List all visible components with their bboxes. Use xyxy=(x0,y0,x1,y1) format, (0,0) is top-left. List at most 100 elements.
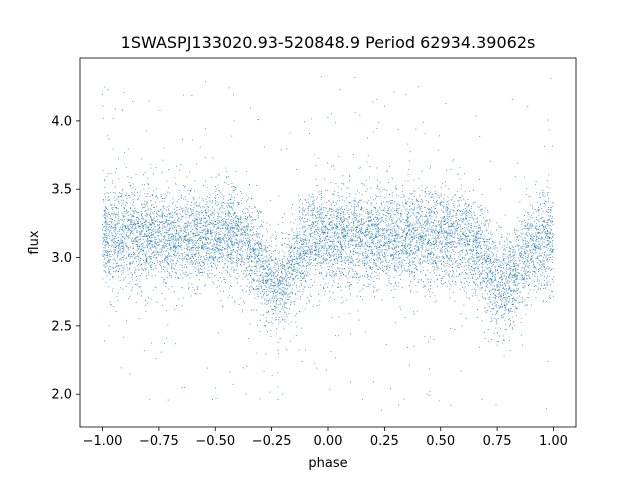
data-point xyxy=(203,206,205,208)
data-point xyxy=(107,262,109,264)
data-point xyxy=(450,276,452,278)
data-point xyxy=(405,219,407,221)
data-point xyxy=(352,230,354,232)
data-point xyxy=(492,271,494,273)
data-point xyxy=(129,230,131,231)
data-point xyxy=(162,159,164,161)
data-point xyxy=(168,253,170,255)
data-point xyxy=(413,222,415,224)
data-point xyxy=(214,247,216,249)
data-point xyxy=(394,231,396,233)
data-point xyxy=(208,229,209,231)
data-point xyxy=(305,349,306,351)
data-point xyxy=(447,257,449,259)
data-point xyxy=(144,233,146,235)
data-point xyxy=(360,231,362,233)
data-point xyxy=(500,275,502,277)
data-point xyxy=(398,195,400,197)
data-point xyxy=(458,275,460,277)
data-point xyxy=(435,262,437,264)
data-point xyxy=(191,256,193,258)
data-point xyxy=(318,251,320,253)
data-point xyxy=(446,265,448,267)
data-point xyxy=(333,275,335,277)
data-point xyxy=(426,229,428,231)
data-point xyxy=(233,271,234,273)
data-point xyxy=(333,235,335,237)
data-point xyxy=(272,258,274,260)
data-point xyxy=(483,257,485,259)
data-point xyxy=(309,206,311,208)
data-point xyxy=(137,246,139,248)
data-point xyxy=(195,242,197,244)
data-point xyxy=(164,255,166,257)
data-point xyxy=(124,276,126,278)
data-point xyxy=(512,304,514,306)
data-point xyxy=(526,280,528,282)
data-point xyxy=(445,223,447,224)
data-point xyxy=(441,229,443,231)
data-point xyxy=(228,221,230,223)
data-point xyxy=(116,245,117,247)
data-point xyxy=(222,212,224,214)
data-point xyxy=(356,295,358,297)
data-point xyxy=(188,233,189,235)
data-point xyxy=(102,224,104,226)
data-point xyxy=(200,240,201,242)
data-point xyxy=(437,212,438,214)
data-point xyxy=(151,241,153,243)
data-point xyxy=(186,228,188,230)
data-point xyxy=(518,265,519,266)
data-point xyxy=(181,255,183,257)
data-point xyxy=(312,225,313,227)
data-point xyxy=(428,288,430,290)
data-point xyxy=(130,272,132,274)
data-point xyxy=(385,252,387,254)
data-point xyxy=(488,249,490,251)
data-point xyxy=(249,244,251,246)
data-point xyxy=(141,204,143,206)
data-point xyxy=(452,203,454,204)
data-point xyxy=(300,257,302,259)
data-point xyxy=(528,276,530,278)
data-point xyxy=(453,228,455,230)
data-point xyxy=(509,261,511,263)
data-point xyxy=(325,229,327,231)
data-point xyxy=(341,232,343,233)
data-point xyxy=(156,257,157,258)
data-point xyxy=(434,295,436,297)
data-point xyxy=(116,223,118,225)
data-point xyxy=(131,192,133,194)
data-point xyxy=(178,231,180,233)
data-point xyxy=(486,241,488,242)
data-point xyxy=(420,207,422,209)
data-point xyxy=(204,180,206,182)
data-point xyxy=(491,272,493,274)
data-point xyxy=(307,253,309,255)
data-point xyxy=(548,297,550,299)
data-point xyxy=(381,220,383,222)
data-point xyxy=(397,265,399,267)
data-point xyxy=(385,237,387,239)
data-point xyxy=(374,221,376,223)
data-point xyxy=(152,252,154,254)
data-point xyxy=(502,278,504,280)
data-point xyxy=(351,240,353,242)
data-point xyxy=(482,297,484,299)
data-point xyxy=(505,258,507,260)
data-point xyxy=(329,274,331,276)
data-point xyxy=(120,367,122,369)
data-point xyxy=(245,213,247,215)
data-point xyxy=(176,239,178,241)
data-point xyxy=(262,279,264,281)
data-point xyxy=(222,256,223,258)
data-point xyxy=(471,227,473,229)
data-point xyxy=(141,230,143,232)
data-point xyxy=(425,274,427,276)
data-point xyxy=(212,240,214,242)
data-point xyxy=(165,285,167,287)
data-point xyxy=(424,251,426,253)
data-point xyxy=(517,269,519,271)
data-point xyxy=(388,280,390,282)
